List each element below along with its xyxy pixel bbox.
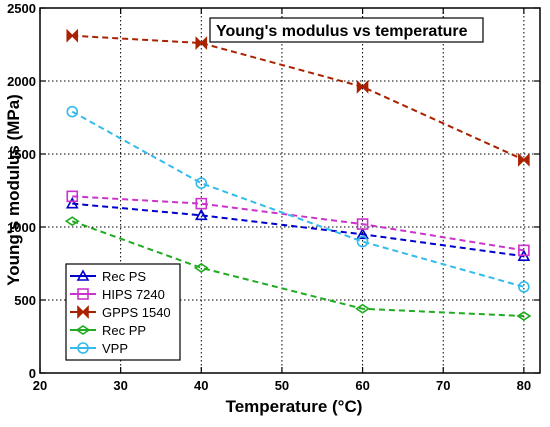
data-point-hips-7240 xyxy=(356,218,369,230)
data-point-rec-ps xyxy=(65,196,79,209)
series-rec-pp xyxy=(64,216,532,322)
series-line-gpps-1540 xyxy=(72,34,525,161)
data-point-gpps-1540 xyxy=(66,28,79,43)
legend-marker-vpp xyxy=(77,342,89,354)
x-tick-label: 30 xyxy=(113,378,127,393)
data-point-hips-7240 xyxy=(518,244,530,257)
data-point-rec-ps xyxy=(356,227,369,240)
data-point-gpps-1540 xyxy=(518,152,530,167)
data-point-rec-pp xyxy=(193,262,209,273)
data-point-vpp xyxy=(195,177,208,189)
x-tick-label: 70 xyxy=(436,378,450,393)
data-point-hips-7240 xyxy=(195,197,208,210)
series-line-rec-pp xyxy=(71,220,524,318)
data-point-rec-pp xyxy=(516,311,532,322)
y-tick-label: 1000 xyxy=(7,220,36,235)
data-point-vpp xyxy=(518,281,530,293)
legend-label-gpps-1540: GPPS 1540 xyxy=(102,305,171,320)
legend-marker-rec-pp xyxy=(75,325,91,335)
chart-title-box: Young's modulus vs temperature xyxy=(209,17,484,43)
legend-label-hips-7240: HIPS 7240 xyxy=(102,287,165,302)
legend-marker-gpps-1540 xyxy=(77,305,89,319)
data-point-hips-7240 xyxy=(66,190,79,203)
series-line-hips-7240 xyxy=(72,195,525,252)
data-point-rec-ps xyxy=(194,208,208,221)
y-tick-label: 2000 xyxy=(7,74,36,89)
series-line-rec-ps xyxy=(72,202,525,258)
x-tick-label: 60 xyxy=(355,378,369,393)
y-tick-label: 0 xyxy=(29,366,36,381)
legend-label-rec-ps: Rec PS xyxy=(102,269,146,284)
series-line-vpp xyxy=(71,110,525,288)
series-vpp xyxy=(66,105,530,293)
y-tick-label: 500 xyxy=(14,293,36,308)
x-tick-label: 20 xyxy=(33,378,47,393)
y-axis-title: Young's modulus (MPa) xyxy=(4,94,23,286)
data-point-gpps-1540 xyxy=(195,36,208,50)
data-point-rec-pp xyxy=(64,216,80,227)
data-point-vpp xyxy=(66,105,79,118)
y-tick-label: 1500 xyxy=(7,147,36,162)
x-tick-label: 50 xyxy=(275,378,289,393)
chart-title: Young's modulus vs temperature xyxy=(216,23,468,40)
x-tick-label: 40 xyxy=(194,378,208,393)
series-gpps-1540 xyxy=(66,28,530,167)
series-hips-7240 xyxy=(66,190,530,257)
x-tick-label: 80 xyxy=(517,378,531,393)
legend-marker-rec-ps xyxy=(76,269,90,281)
x-axis-title: Temperature (°C) xyxy=(226,397,363,416)
data-point-vpp xyxy=(356,235,369,248)
data-point-rec-pp xyxy=(355,303,371,314)
legend-label-rec-pp: Rec PP xyxy=(102,323,146,338)
plot-frame xyxy=(39,7,541,374)
legend: Rec PS HIPS 7240 GPPS 1540 Rec PP VPP xyxy=(65,263,181,361)
data-point-gpps-1540 xyxy=(356,79,369,94)
legend-label-vpp: VPP xyxy=(102,341,128,356)
y-tick-label: 2500 xyxy=(7,1,36,16)
legend-marker-hips-7240 xyxy=(77,288,89,300)
series-rec-ps xyxy=(65,196,531,262)
